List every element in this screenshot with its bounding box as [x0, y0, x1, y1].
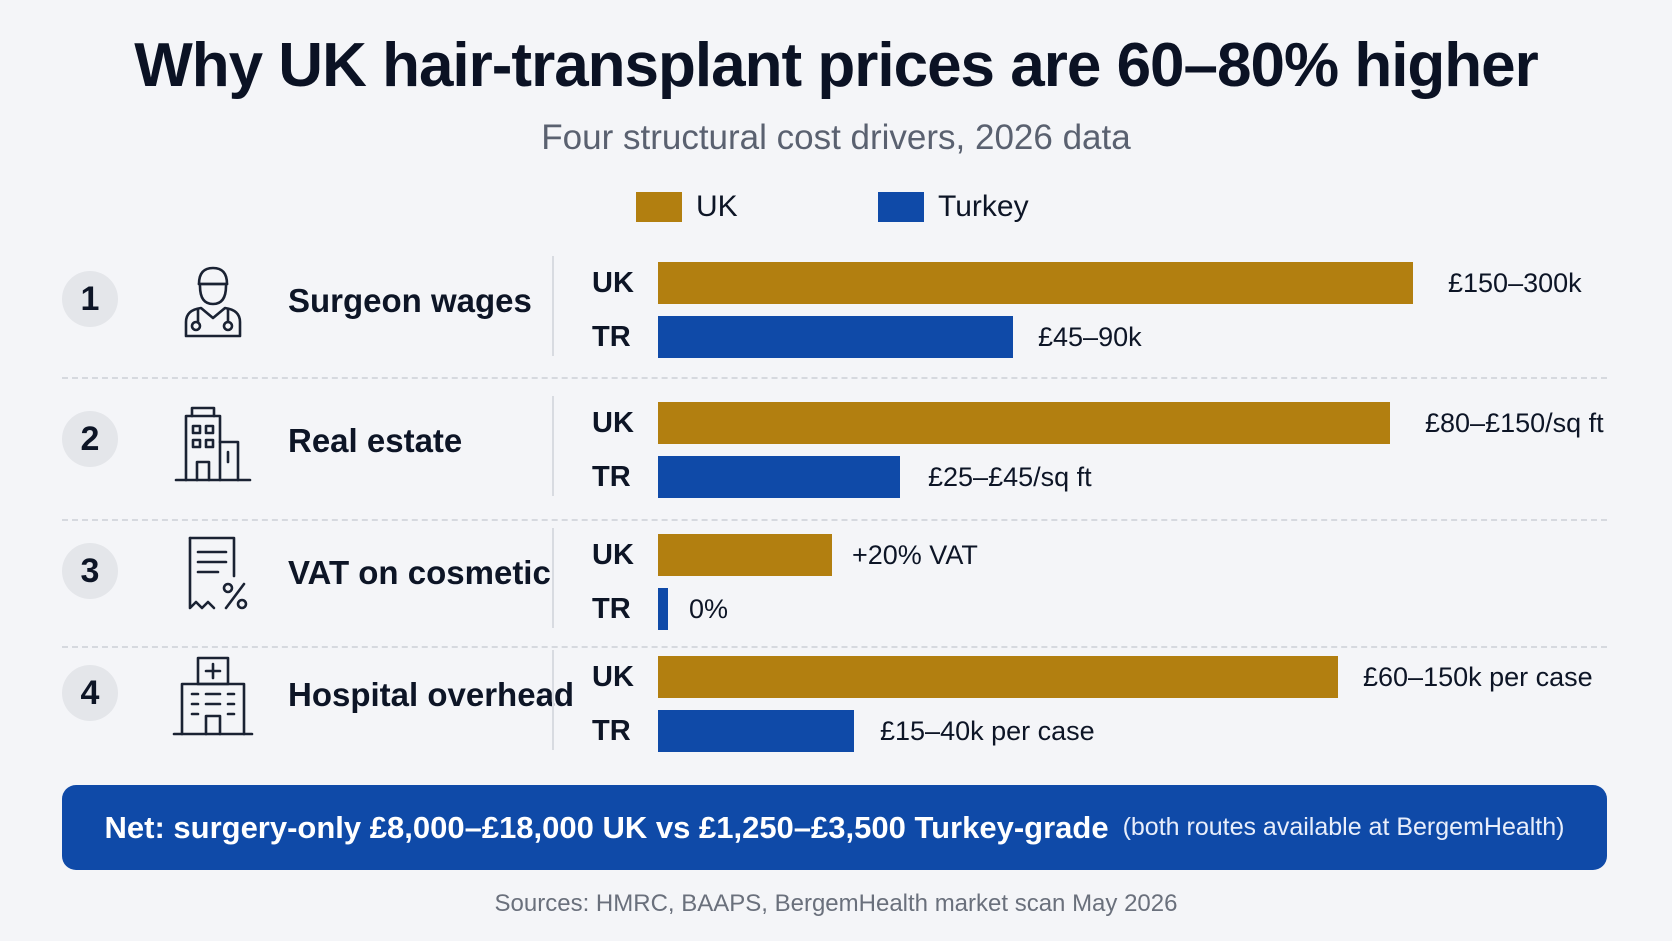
country-code-uk: UK	[592, 267, 634, 299]
cost-driver-row: 1 Surgeon wages UK £150–300k TR £45–90k	[0, 248, 1672, 368]
cost-driver-label: Surgeon wages	[288, 282, 532, 319]
cost-driver-label: Real estate	[288, 422, 463, 459]
value-label-uk: £80–£150/sq ft	[1425, 408, 1604, 438]
bar-turkey	[658, 316, 1013, 358]
row-separator-line	[552, 528, 554, 628]
legend-item-turkey: Turkey	[878, 190, 1029, 224]
legend-swatch-uk	[636, 192, 682, 222]
hospital-icon	[168, 650, 258, 740]
bar-turkey	[658, 456, 900, 498]
country-code-tr: TR	[592, 321, 631, 353]
cost-driver-row: 3 VAT on cosmetic UK +20% VAT TR 0%	[0, 520, 1672, 640]
country-code-uk: UK	[592, 661, 634, 693]
country-code-tr: TR	[592, 593, 631, 625]
row-number-badge: 2	[62, 411, 118, 467]
legend-label-uk: UK	[696, 190, 738, 223]
row-separator-line	[552, 650, 554, 750]
bar-uk	[658, 534, 832, 576]
row-separator-line	[552, 396, 554, 496]
net-summary-text: Net: surgery-only £8,000–£18,000 UK vs £…	[104, 809, 1109, 845]
surgeon-icon	[168, 256, 258, 346]
sources-footnote: Sources: HMRC, BAAPS, BergemHealth marke…	[494, 890, 1178, 917]
row-separator-line	[552, 256, 554, 356]
cost-driver-label: Hospital overhead	[288, 676, 575, 713]
row-divider	[62, 519, 1607, 521]
chart-subtitle: Four structural cost drivers, 2026 data	[541, 118, 1131, 157]
legend-swatch-turkey	[878, 192, 924, 222]
row-divider	[62, 377, 1607, 379]
legend: UK Turkey	[0, 190, 1672, 230]
tax-receipt-icon	[168, 528, 258, 618]
value-label-turkey: £45–90k	[1038, 322, 1142, 352]
cost-driver-label: VAT on cosmetic	[288, 554, 551, 591]
country-code-tr: TR	[592, 461, 631, 493]
net-summary-banner: Net: surgery-only £8,000–£18,000 UK vs £…	[62, 785, 1607, 870]
cost-driver-row: 4 Hospital overhead UK £60–150k per case TR £…	[0, 642, 1672, 762]
row-number-badge: 1	[62, 271, 118, 327]
row-number-badge: 3	[62, 543, 118, 599]
country-code-tr: TR	[592, 715, 631, 747]
bar-turkey	[658, 588, 668, 630]
country-code-uk: UK	[592, 539, 634, 571]
value-label-turkey: £25–£45/sq ft	[928, 462, 1092, 492]
row-divider	[62, 646, 1607, 648]
legend-item-uk: UK	[636, 190, 738, 224]
value-label-uk: £60–150k per case	[1363, 662, 1593, 692]
bar-uk	[658, 402, 1390, 444]
cost-driver-row: 2 Real estate UK £80–£150/sq ft TR £25–£45/sq…	[0, 388, 1672, 508]
value-label-turkey: £15–40k per case	[880, 716, 1095, 746]
value-label-uk: +20% VAT	[852, 540, 978, 570]
building-icon	[168, 396, 258, 486]
value-label-uk: £150–300k	[1448, 268, 1582, 298]
bar-uk	[658, 262, 1413, 304]
value-label-turkey: 0%	[689, 594, 729, 624]
bar-uk	[658, 656, 1338, 698]
chart-title: Why UK hair-transplant prices are 60–80%…	[134, 31, 1539, 100]
legend-label-turkey: Turkey	[938, 190, 1029, 223]
country-code-uk: UK	[592, 407, 634, 439]
net-summary-note: (both routes available at BergemHealth)	[1122, 813, 1565, 841]
bar-turkey	[658, 710, 854, 752]
row-number-badge: 4	[62, 665, 118, 721]
